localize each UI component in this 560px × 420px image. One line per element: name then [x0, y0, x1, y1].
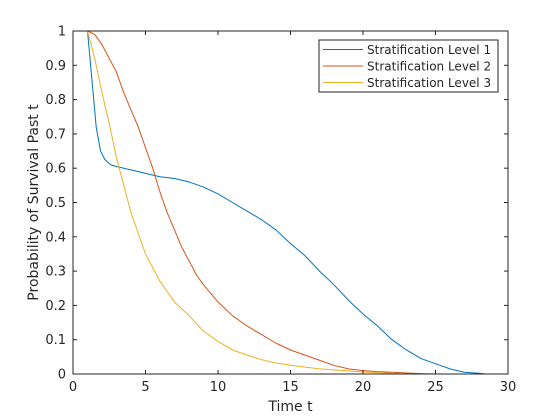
x-tick-label: 30 — [500, 380, 517, 395]
series-layer — [87, 30, 487, 375]
legend: Stratification Level 1 Stratification Lev… — [318, 39, 499, 93]
x-tick-label: 0 — [69, 380, 77, 395]
x-tick-label: 25 — [427, 380, 444, 395]
y-tick-label: 1 — [58, 25, 66, 40]
legend-label-3: Stratification Level 3 — [367, 76, 491, 90]
y-tick-label: 0.5 — [45, 196, 66, 211]
x-axis-label: Time t — [267, 399, 313, 415]
x-tick-label: 10 — [210, 380, 227, 395]
y-tick-label: 0.1 — [45, 333, 66, 348]
ticks-layer: 0 5 10 15 20 25 30 0 0.1 0.2 0.3 0.4 0.5 0.6 0.7 0.8 0.9… — [45, 25, 516, 396]
y-tick-label: 0.2 — [45, 299, 66, 314]
series-line-3 — [87, 30, 407, 375]
y-axis-label: Probability of Survival Past t — [26, 104, 42, 301]
legend-label-2: Stratification Level 2 — [367, 60, 491, 74]
y-tick-label: 0.4 — [45, 230, 66, 245]
y-tick-label: 0.6 — [45, 162, 66, 177]
x-tick-label: 5 — [141, 380, 149, 395]
series-line-2 — [87, 30, 436, 375]
y-tick-label: 0.8 — [45, 93, 66, 108]
y-tick-label: 0 — [58, 368, 66, 383]
legend-label-1: Stratification Level 1 — [367, 43, 491, 57]
series-line-1 — [87, 30, 487, 375]
x-tick-label: 20 — [355, 380, 372, 395]
x-tick-label: 15 — [282, 380, 299, 395]
y-tick-label: 0.9 — [45, 59, 66, 74]
y-tick-label: 0.7 — [45, 127, 66, 142]
y-tick-label: 0.3 — [45, 265, 66, 280]
